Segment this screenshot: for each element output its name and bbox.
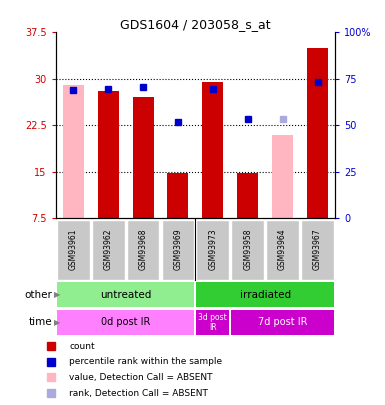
Text: ▶: ▶ [54,318,60,327]
Text: 0d post IR: 0d post IR [101,318,150,327]
Bar [162,220,194,280]
Bar [57,310,194,335]
Text: GSM93958: GSM93958 [243,229,252,271]
Text: irradiated: irradiated [239,290,291,300]
Bar [196,220,229,280]
Bar [237,173,258,218]
Text: GSM93968: GSM93968 [139,229,147,271]
Bar [301,220,334,280]
Title: GDS1604 / 203058_s_at: GDS1604 / 203058_s_at [120,18,271,31]
Bar [98,91,119,218]
Bar [231,310,334,335]
Text: 7d post IR: 7d post IR [258,318,307,327]
Text: time: time [28,318,52,327]
Text: other: other [24,290,52,300]
Text: GSM93962: GSM93962 [104,229,113,271]
Text: 3d post
IR: 3d post IR [198,313,227,332]
Bar [57,220,90,280]
Text: value, Detection Call = ABSENT: value, Detection Call = ABSENT [69,373,213,382]
Text: count: count [69,341,95,350]
Bar [307,48,328,218]
Bar [272,134,293,218]
Bar [92,220,125,280]
Text: GSM93961: GSM93961 [69,229,78,271]
Text: rank, Detection Call = ABSENT: rank, Detection Call = ABSENT [69,389,208,398]
Bar [196,310,229,335]
Bar [203,82,223,218]
Bar [127,220,159,280]
Bar [231,220,264,280]
Text: GSM93964: GSM93964 [278,229,287,271]
Text: GSM93967: GSM93967 [313,229,322,271]
Text: percentile rank within the sample: percentile rank within the sample [69,357,223,366]
Text: ▶: ▶ [54,290,60,299]
Bar [57,282,194,307]
Text: GSM93969: GSM93969 [173,229,182,271]
Bar [167,173,188,218]
Text: untreated: untreated [100,290,151,300]
Bar [266,220,299,280]
Text: GSM93973: GSM93973 [208,229,218,271]
Bar [196,282,334,307]
Bar [63,85,84,218]
Bar [132,98,154,218]
